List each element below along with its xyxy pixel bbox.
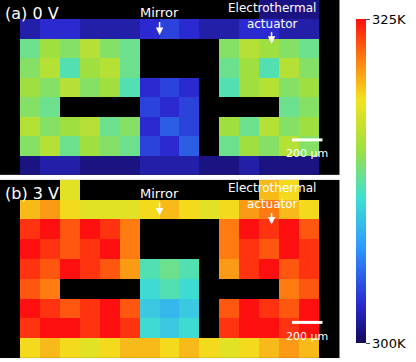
svg-text:Electrothermalactuator: Electrothermalactuator: [228, 1, 316, 31]
svg-text:300K: 300K: [372, 336, 406, 351]
svg-text:(b) 3 V: (b) 3 V: [5, 184, 59, 203]
svg-text:325K: 325K: [372, 12, 406, 27]
svg-text:200 µm: 200 µm: [286, 330, 328, 343]
svg-text:200 µm: 200 µm: [286, 147, 328, 160]
svg-text:Electrothermalactuator: Electrothermalactuator: [228, 181, 316, 211]
svg-text:(a) 0 V: (a) 0 V: [5, 4, 59, 23]
svg-text:Mirror: Mirror: [140, 186, 179, 201]
svg-text:Mirror: Mirror: [140, 5, 179, 20]
